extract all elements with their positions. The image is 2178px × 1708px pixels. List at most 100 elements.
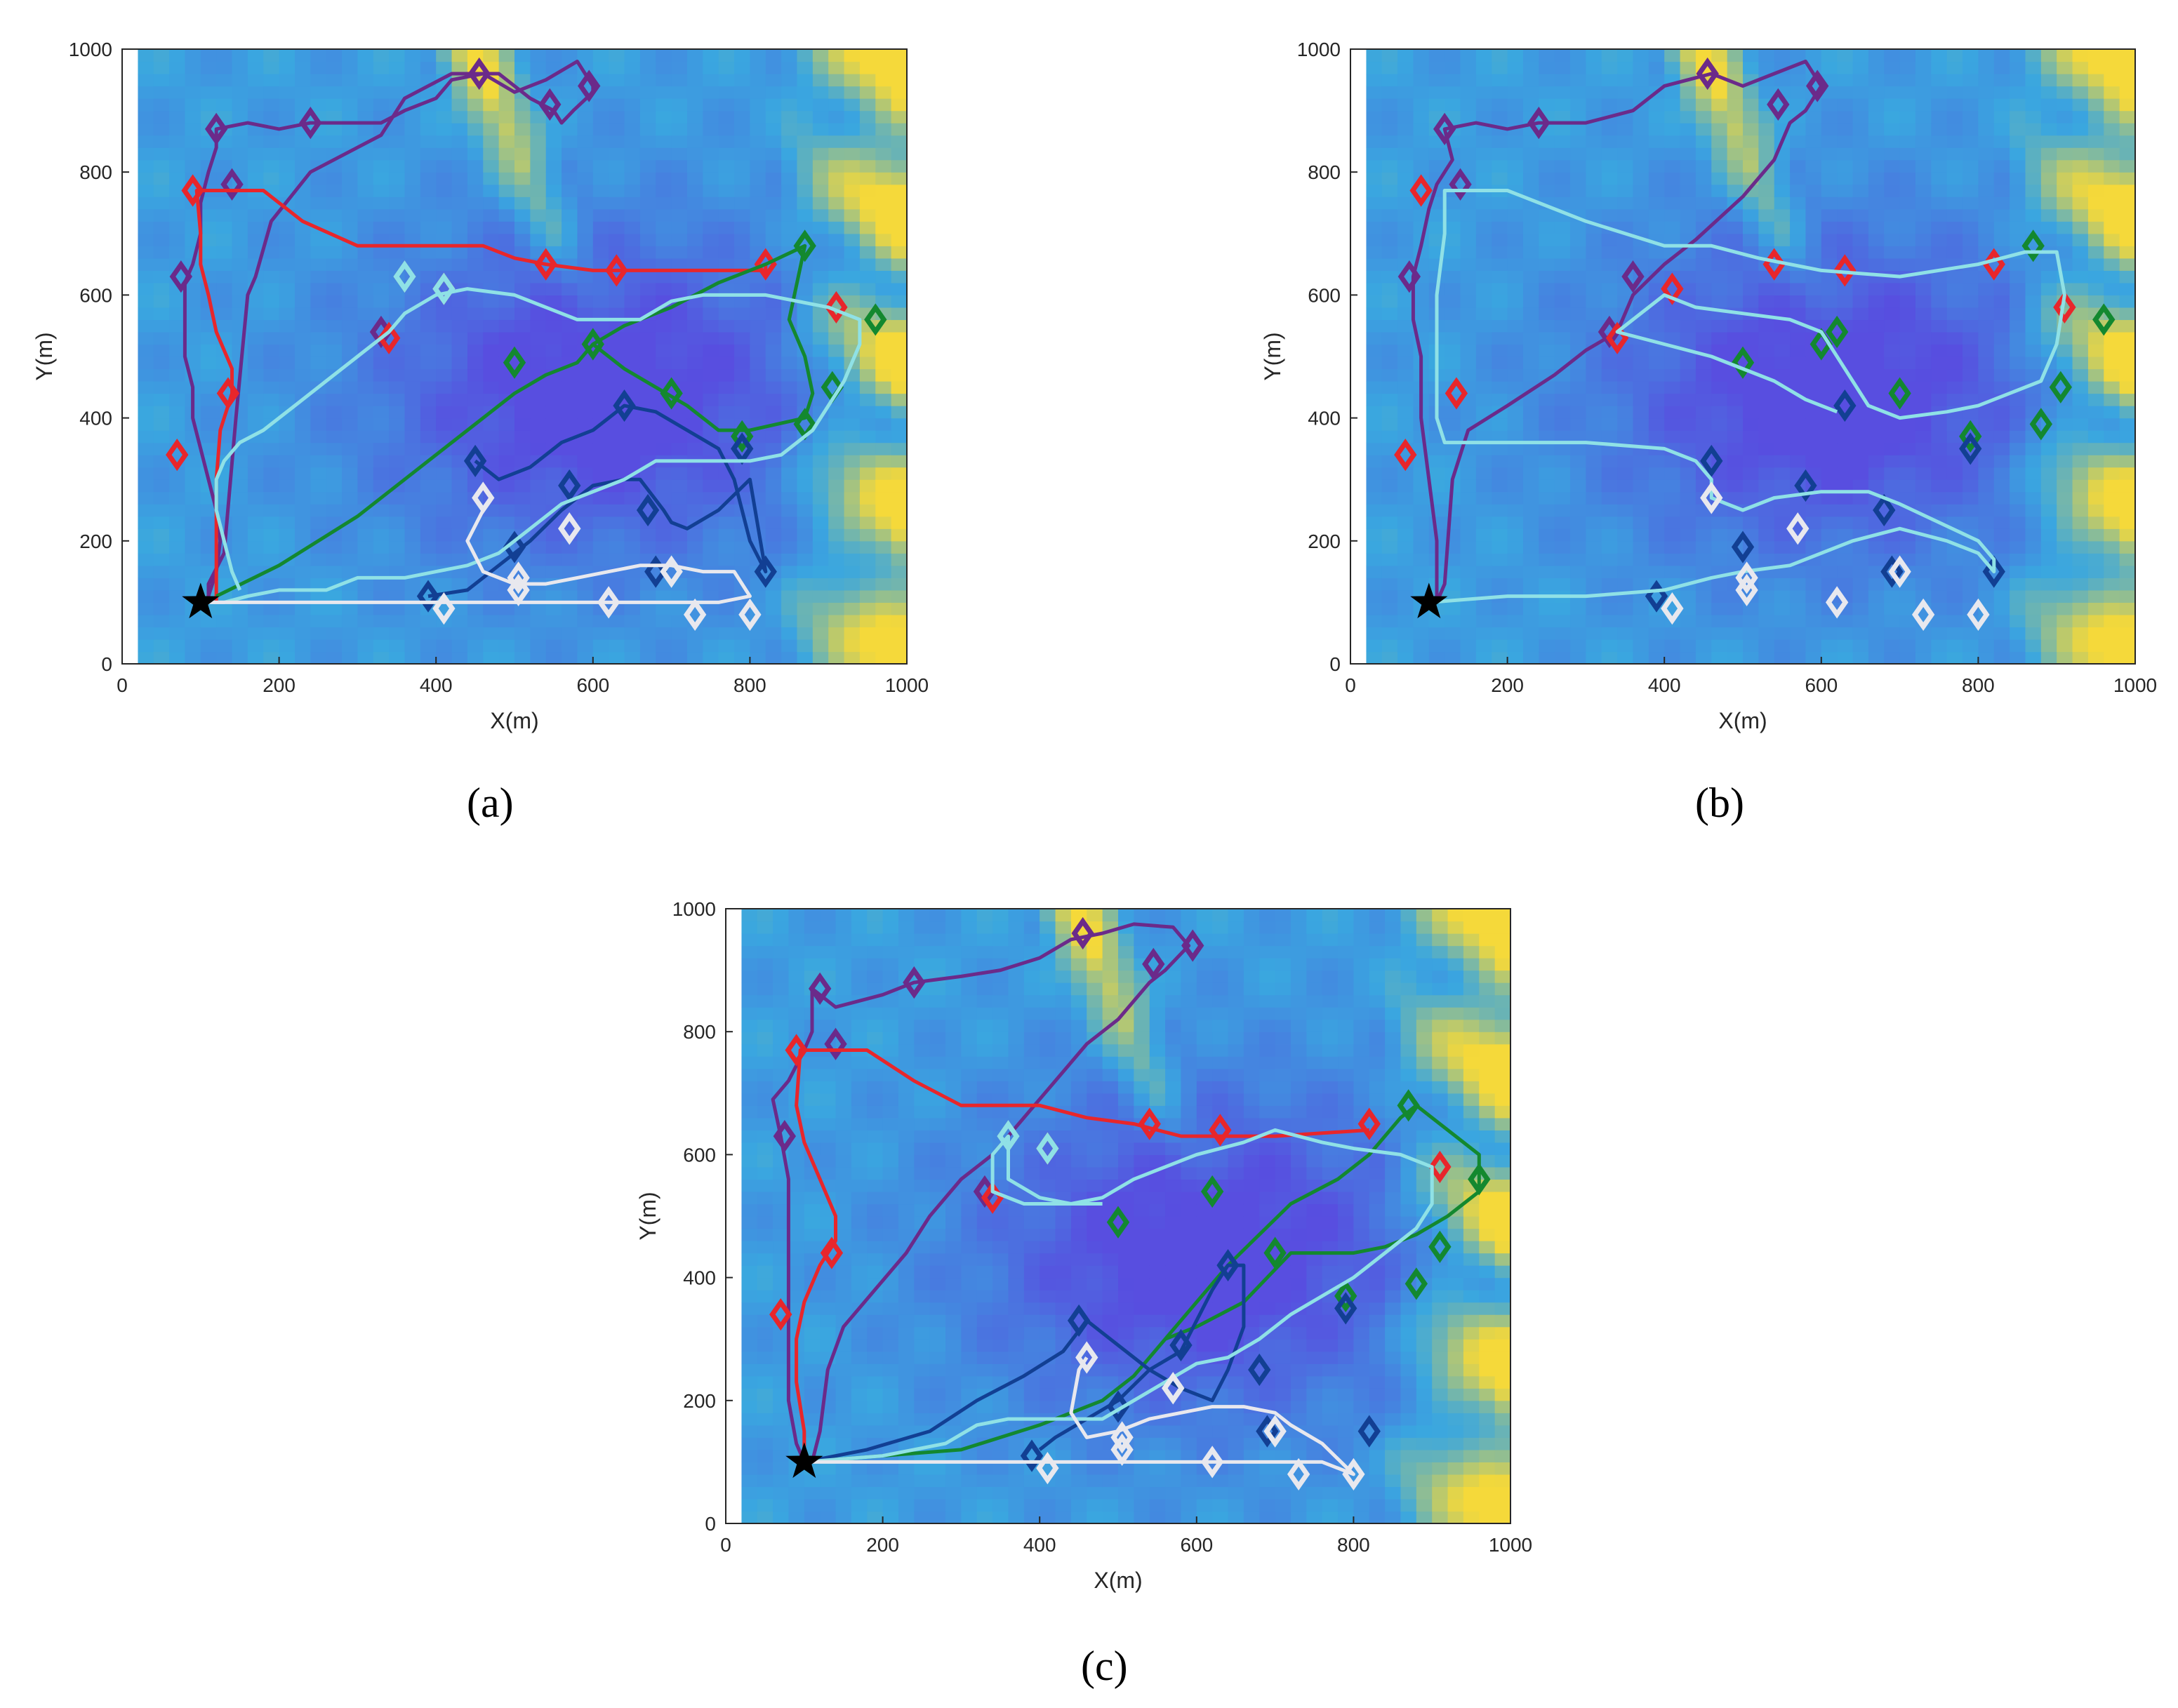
waypoint-white <box>1162 1372 1185 1405</box>
waypoint-white <box>507 573 530 606</box>
path-red <box>795 1048 1369 1462</box>
axes-box <box>725 908 1511 1524</box>
waypoint-white <box>432 592 456 625</box>
waypoint-green <box>793 229 816 262</box>
waypoint-navy <box>1216 1248 1240 1282</box>
waypoint-purple <box>1527 107 1551 140</box>
path-cyan <box>1428 189 2066 604</box>
waypoint-red <box>1661 272 1684 305</box>
x-axis-label: X(m) <box>490 708 538 733</box>
waypoint-red <box>785 1034 808 1067</box>
waypoint-white <box>1786 512 1810 545</box>
terrain-heatmap <box>741 909 1511 1524</box>
x-axis-label: X(m) <box>1718 708 1767 733</box>
start-star-icon <box>785 1442 823 1479</box>
x-tick-label: 600 <box>576 674 609 696</box>
waypoint-cyan <box>997 1120 1020 1153</box>
waypoint-white <box>738 598 762 632</box>
waypoint-purple <box>220 168 244 201</box>
y-tick-label: 800 <box>683 1021 716 1043</box>
y-tick-label: 200 <box>79 531 112 552</box>
waypoint-green <box>503 346 526 379</box>
waypoint-green <box>731 420 754 453</box>
x-tick-label: 1000 <box>2113 674 2157 696</box>
waypoint-white <box>1661 592 1684 625</box>
waypoint-red <box>605 254 628 287</box>
waypoint-cyan <box>393 260 416 293</box>
waypoint-navy <box>463 444 487 478</box>
path-white <box>804 1356 1355 1476</box>
waypoint-white <box>1888 555 1911 588</box>
start-star-icon <box>182 582 220 619</box>
waypoint-white <box>1263 1415 1287 1448</box>
waypoint-white <box>1967 598 1990 632</box>
waypoint-purple <box>1433 112 1456 145</box>
start-star-icon <box>1410 582 1448 619</box>
waypoint-white <box>1287 1457 1310 1491</box>
caption-b: (b) <box>1695 780 1744 826</box>
waypoint-white <box>1036 1452 1059 1485</box>
waypoint-navy <box>1106 1390 1130 1423</box>
waypoint-white <box>683 598 707 632</box>
waypoint-purple <box>1767 88 1790 121</box>
y-axis-label: Y(m) <box>1260 332 1285 380</box>
waypoint-purple <box>1071 916 1094 950</box>
path-purple <box>182 60 595 603</box>
x-axis-label: X(m) <box>1094 1568 1142 1593</box>
waypoint-green <box>2029 408 2053 441</box>
waypoint-red <box>820 1236 844 1269</box>
waypoint-cyan <box>1036 1132 1059 1165</box>
waypoint-purple <box>1449 168 1472 201</box>
path-green <box>215 243 815 598</box>
waypoint-navy <box>1256 1415 1279 1448</box>
chart-panel-c: 0 200 400 600 800 1000 0 200 400 600 800 1000 X(m) Y(… <box>604 860 1586 1635</box>
waypoint-purple <box>903 966 926 999</box>
waypoint-purple <box>824 1027 847 1060</box>
waypoint-navy <box>1959 432 1982 465</box>
y-tick-label: 0 <box>101 653 112 675</box>
y-axis-label: Y(m) <box>32 332 57 380</box>
waypoint-red <box>2053 291 2076 324</box>
waypoint-green <box>1263 1236 1287 1269</box>
waypoint-navy <box>1880 555 1904 588</box>
waypoint-navy <box>1731 531 1755 563</box>
x-tick-label: 1000 <box>885 674 929 696</box>
waypoint-white <box>558 512 581 545</box>
waypoint-purple <box>538 88 562 121</box>
x-tick-label: 400 <box>420 674 453 696</box>
y-axis-label: Y(m) <box>635 1192 660 1240</box>
waypoint-red <box>1833 254 1857 287</box>
waypoint-navy <box>416 580 440 613</box>
waypoint-green <box>1200 1175 1224 1208</box>
waypoint-white <box>1342 1457 1365 1491</box>
x-tick-label: 800 <box>733 674 766 696</box>
y-tick-label: 1000 <box>1297 39 1341 60</box>
waypoint-green <box>864 303 887 336</box>
caption-c: (c) <box>1081 1643 1128 1689</box>
waypoint-green <box>1959 420 1982 453</box>
chart-svg-b: 0 200 400 600 800 1000 0 200 400 600 800 1000 X(m) Y(… <box>1260 39 2157 733</box>
waypoint-white <box>1200 1446 1224 1479</box>
waypoint-red <box>1409 174 1433 207</box>
waypoint-green <box>660 377 683 410</box>
waypoint-navy <box>1248 1353 1271 1387</box>
path-cyan <box>804 1128 1434 1464</box>
waypoint-red <box>1394 439 1417 472</box>
y-tick-label: 600 <box>683 1144 716 1166</box>
waypoint-purple <box>1621 260 1645 293</box>
waypoint-red <box>166 439 189 472</box>
x-tick-label: 200 <box>866 1534 899 1556</box>
waypoint-purple <box>1142 947 1165 980</box>
x-tick-label: 200 <box>263 674 296 696</box>
path-green <box>804 1103 1481 1464</box>
waypoint-white <box>472 481 495 514</box>
waypoint-navy <box>1020 1439 1044 1472</box>
waypoint-navy <box>1067 1304 1091 1337</box>
waypoint-white <box>1735 573 1758 606</box>
chart-svg-a: 0 200 400 600 800 1000 0 200 400 600 800 1000 X(m) Y(… <box>32 39 929 733</box>
path-navy <box>427 403 768 599</box>
waypoint-green <box>2049 371 2072 403</box>
waypoint-navy <box>613 389 636 422</box>
waypoint-navy <box>644 555 668 588</box>
waypoint-green <box>1888 377 1911 410</box>
